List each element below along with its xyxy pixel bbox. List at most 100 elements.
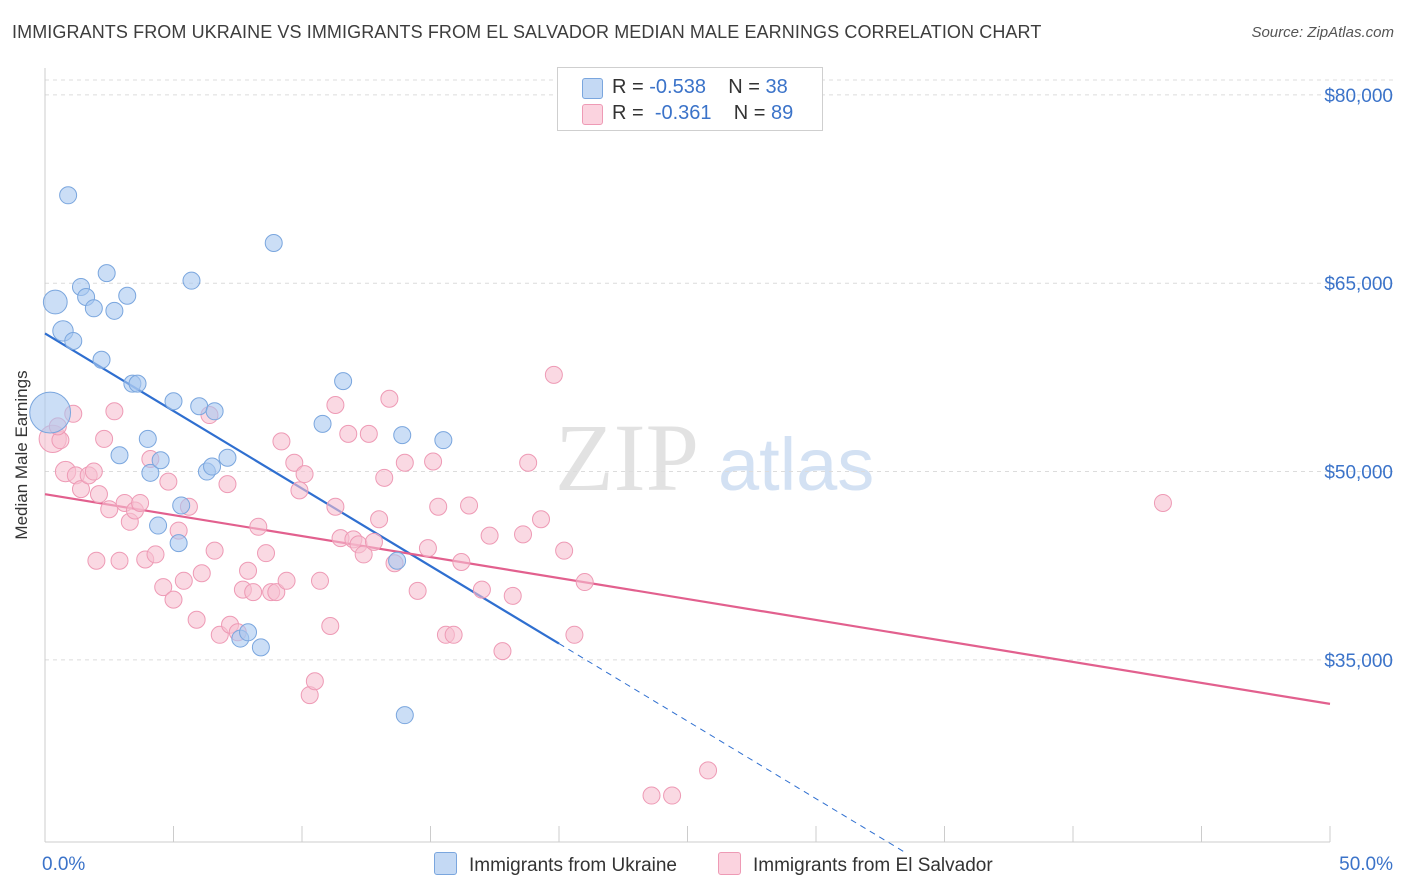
ukraine-point bbox=[105, 301, 124, 320]
elsalvador-point bbox=[174, 571, 193, 590]
elsalvador-point bbox=[575, 573, 594, 592]
elsalvador-point bbox=[192, 564, 211, 583]
elsalvador-point bbox=[354, 545, 373, 564]
ukraine-point bbox=[313, 414, 332, 433]
ukraine-point bbox=[164, 392, 183, 411]
elsalvador-point bbox=[285, 453, 304, 472]
ukraine-point bbox=[141, 463, 160, 482]
ukraine-point bbox=[172, 496, 191, 515]
ukraine-point bbox=[393, 426, 412, 445]
elsalvador-point bbox=[146, 545, 165, 564]
elsalvador-point bbox=[218, 475, 237, 494]
elsalvador-point bbox=[408, 581, 427, 600]
elsalvador-point bbox=[239, 561, 258, 580]
elsalvador-point bbox=[452, 552, 471, 571]
elsalvador-trend-line bbox=[44, 493, 1331, 705]
elsalvador-point bbox=[519, 453, 538, 472]
ukraine-swatch bbox=[434, 852, 457, 875]
tick-labels: $35,000 $50,000 $65,000 $80,000 0.0% 50.0% bbox=[42, 86, 1393, 875]
elsalvador-point bbox=[444, 625, 463, 644]
ukraine-point bbox=[169, 534, 188, 553]
ukraine-point bbox=[59, 186, 78, 205]
ukraine-point bbox=[434, 431, 453, 450]
ukraine-swatch bbox=[582, 78, 603, 99]
elsalvador-point bbox=[249, 517, 268, 536]
ukraine-point bbox=[388, 551, 407, 570]
elsalvador-point bbox=[272, 432, 291, 451]
legend-r-label: R = bbox=[612, 102, 644, 124]
chart-title: IMMIGRANTS FROM UKRAINE VS IMMIGRANTS FR… bbox=[12, 22, 1042, 42]
ukraine-trend-extension bbox=[558, 643, 907, 854]
elsalvador-point bbox=[493, 642, 512, 661]
y-tick-label: $50,000 bbox=[1324, 463, 1393, 484]
elsalvador-point bbox=[310, 571, 329, 590]
ukraine-point bbox=[239, 623, 258, 642]
ukraine-point bbox=[264, 234, 283, 253]
elsalvador-point bbox=[370, 510, 389, 529]
ukraine-point bbox=[64, 331, 83, 350]
bottom-legend-elsalvador: Immigrants from El Salvador bbox=[718, 852, 993, 878]
elsalvador-point bbox=[277, 571, 296, 590]
ukraine-point bbox=[92, 350, 111, 369]
elsalvador-point bbox=[205, 541, 224, 560]
elsalvador-point bbox=[257, 544, 276, 563]
ukraine-point bbox=[42, 289, 68, 315]
elsalvador-swatch bbox=[718, 852, 741, 875]
elsalvador-point bbox=[642, 786, 661, 805]
elsalvador-point bbox=[555, 541, 574, 560]
ukraine-point bbox=[138, 429, 157, 448]
watermark-atlas: atlas bbox=[718, 423, 874, 506]
legend-r-value-elsalvador: -0.361 bbox=[654, 102, 712, 124]
axes bbox=[44, 68, 1331, 843]
elsalvador-point bbox=[565, 625, 584, 644]
legend-r-label: R = bbox=[612, 76, 644, 98]
elsalvador-point bbox=[95, 429, 114, 448]
ukraine-point bbox=[97, 264, 116, 283]
ukraine-point bbox=[190, 397, 209, 416]
ukraine-point bbox=[118, 286, 137, 305]
ukraine-point bbox=[182, 271, 201, 290]
elsalvador-point bbox=[305, 672, 324, 691]
elsalvador-point bbox=[429, 497, 448, 516]
elsalvador-point bbox=[339, 424, 358, 443]
elsalvador-point bbox=[154, 578, 173, 597]
elsalvador-point bbox=[460, 496, 479, 515]
ukraine-point bbox=[251, 638, 270, 657]
ukraine-point bbox=[84, 299, 103, 318]
elsalvador-point bbox=[544, 365, 563, 384]
ukraine-point bbox=[334, 372, 353, 391]
elsalvador-point bbox=[1153, 493, 1172, 512]
x-tick-label: 0.0% bbox=[42, 854, 85, 875]
elsalvador-point bbox=[480, 526, 499, 545]
legend-n-value-elsalvador: 89 bbox=[771, 102, 794, 124]
elsalvador-point bbox=[418, 539, 437, 558]
correlation-legend: R = -0.538 N = 38 R = -0.361 N = 89 bbox=[557, 67, 823, 131]
elsalvador-point bbox=[424, 452, 443, 471]
source-credit: Source: ZipAtlas.com bbox=[1251, 24, 1394, 41]
watermark-zip: ZIP bbox=[555, 404, 699, 511]
elsalvador-point bbox=[187, 610, 206, 629]
elsalvador-point bbox=[110, 551, 129, 570]
y-tick-label: $65,000 bbox=[1324, 274, 1393, 295]
ukraine-point bbox=[128, 374, 147, 393]
elsalvador-point bbox=[84, 462, 103, 481]
elsalvador-point bbox=[164, 590, 183, 609]
elsalvador-point bbox=[503, 586, 522, 605]
elsalvador-point bbox=[375, 468, 394, 487]
elsalvador-point bbox=[326, 497, 345, 516]
y-tick-label: $80,000 bbox=[1324, 86, 1393, 107]
ukraine-point bbox=[218, 448, 237, 467]
bottom-legend-label-elsalvador: Immigrants from El Salvador bbox=[753, 855, 993, 876]
legend-n-value-ukraine: 38 bbox=[765, 76, 788, 98]
ukraine-point bbox=[149, 516, 168, 535]
elsalvador-point bbox=[472, 580, 491, 599]
elsalvador-point bbox=[663, 786, 682, 805]
ukraine-point bbox=[395, 706, 414, 725]
elsalvador-point bbox=[87, 551, 106, 570]
elsalvador-point bbox=[380, 389, 399, 408]
elsalvador-point bbox=[364, 532, 383, 551]
elsalvador-point bbox=[359, 424, 378, 443]
ukraine-point bbox=[110, 446, 129, 465]
elsalvador-point bbox=[244, 583, 263, 602]
